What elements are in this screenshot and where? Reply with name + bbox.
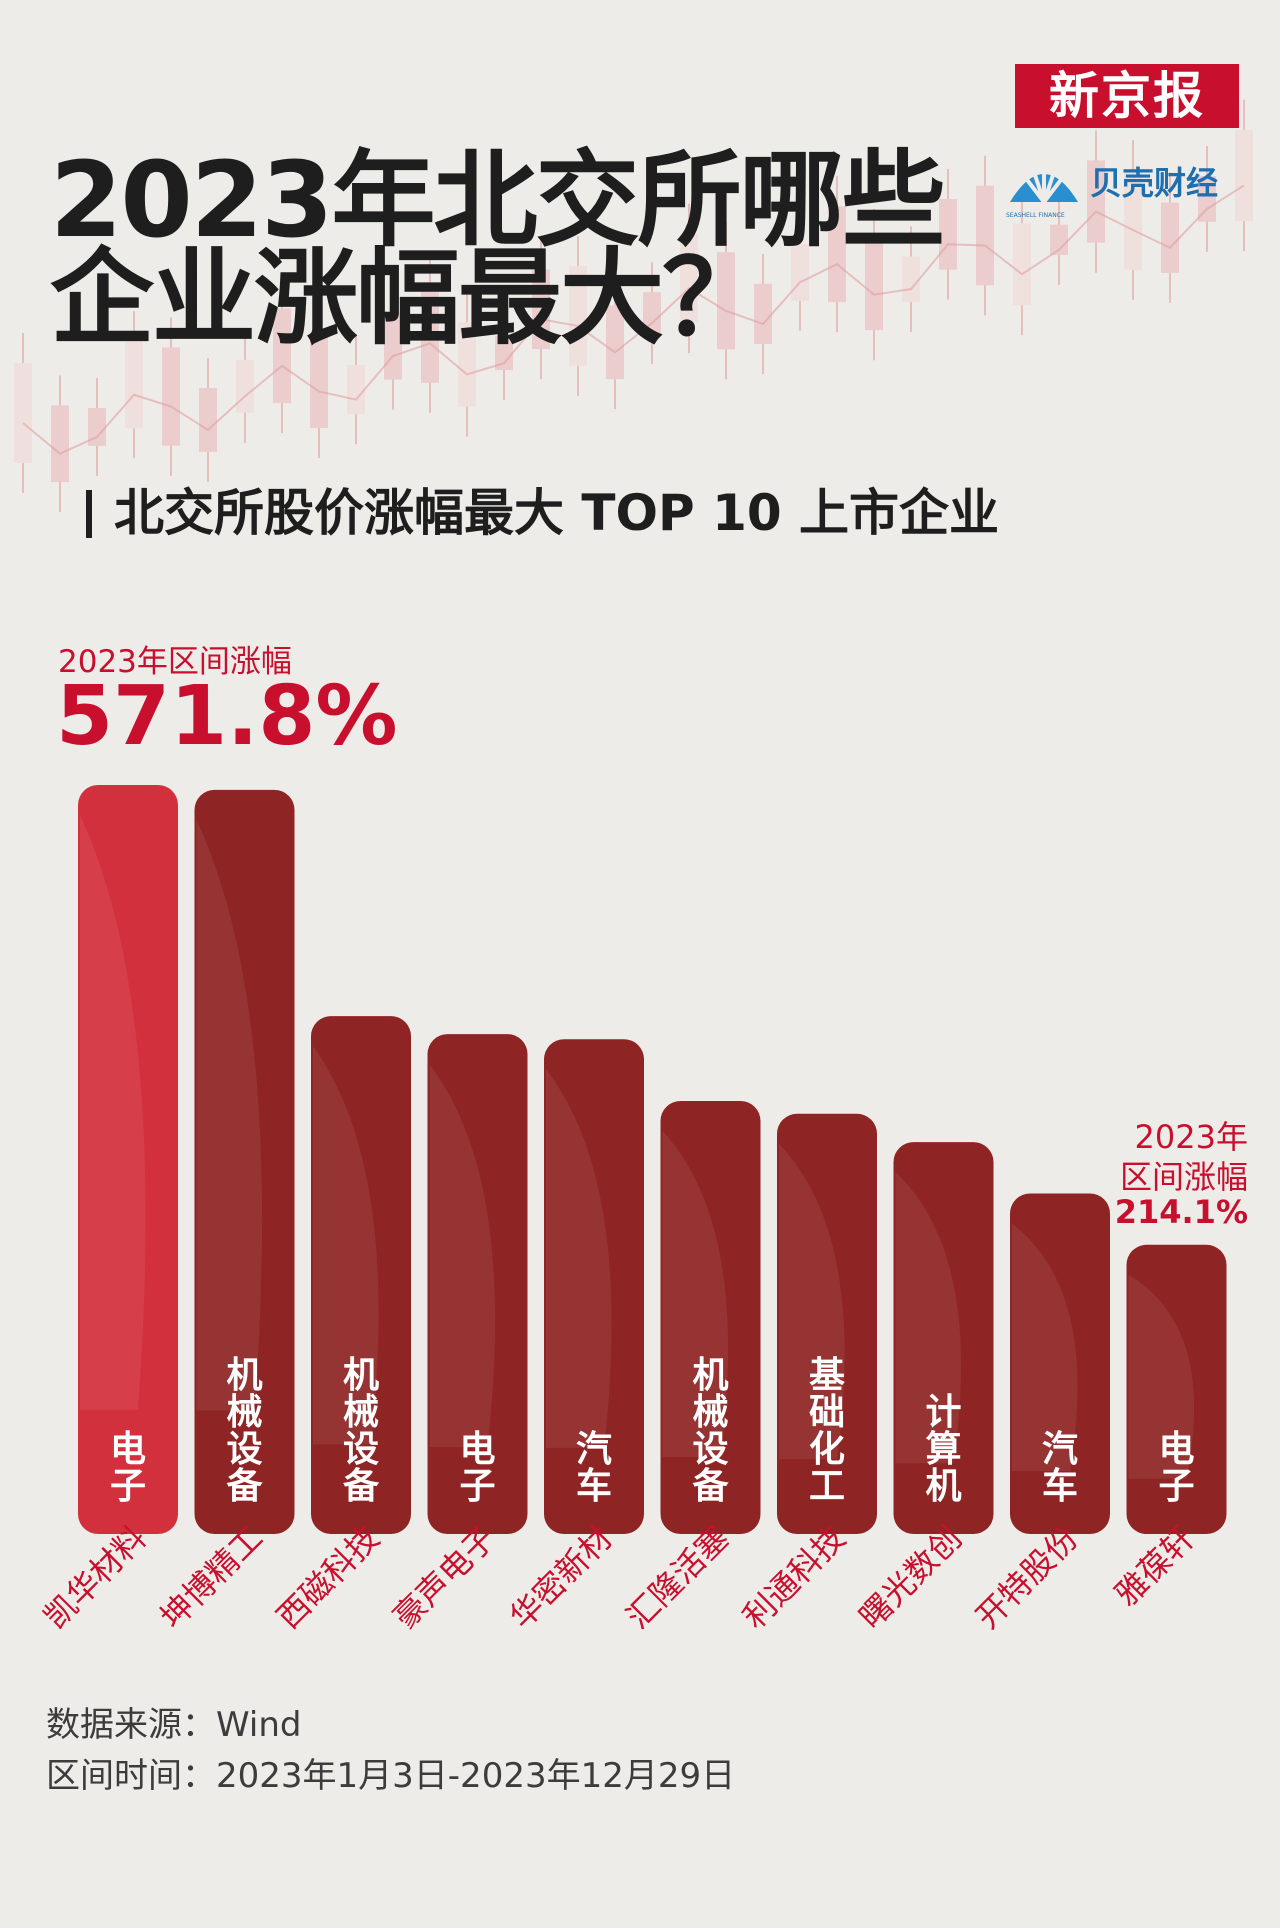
seashell-icon (1010, 157, 1078, 204)
candlestick (310, 304, 328, 458)
candlestick (199, 357, 217, 482)
bar (893, 1142, 994, 1534)
candlestick (14, 333, 32, 493)
subtitle-accent-bar (86, 490, 92, 538)
bar-industry-label: 汽车 (1042, 1429, 1078, 1507)
bar-highlight (546, 1069, 612, 1448)
candlestick (1013, 193, 1031, 336)
bar (194, 789, 295, 1534)
bar-highlight (1012, 1223, 1078, 1472)
bar (1010, 1193, 1110, 1534)
candlestick (643, 262, 661, 365)
candlestick (939, 168, 957, 300)
bar-industry-label: 电子 (459, 1429, 495, 1507)
page-title-line-1: 2023年北交所哪些 (50, 139, 945, 261)
candlestick (828, 176, 846, 333)
category-label: 凯华材料 (36, 1519, 153, 1636)
bar (311, 1016, 411, 1534)
max-value: 571.8% (56, 669, 398, 764)
category-label: 豪声电子 (386, 1519, 503, 1636)
bar-industry-label: 机械设备 (343, 1355, 380, 1507)
bar-industry-label: 电子 (110, 1429, 146, 1507)
bar-highlight (662, 1130, 729, 1458)
bar (544, 1039, 644, 1534)
candlestick (1161, 172, 1179, 303)
min-value-label-line1: 2023年 (1134, 1118, 1248, 1156)
candlestick (606, 275, 624, 410)
chart-subtitle: 北交所股价涨幅最大 TOP 10 上市企业 (114, 484, 1000, 542)
bar-industry-label: 汽车 (576, 1429, 612, 1507)
bar-chart: 电子凯华材料机械设备坤博精工机械设备西磁科技电子豪声电子汽车华密新材机械设备汇隆… (36, 785, 1227, 1636)
candlestick (569, 235, 587, 396)
bar-highlight (1128, 1274, 1195, 1479)
candlestick (680, 203, 698, 354)
bar-highlight (80, 815, 146, 1410)
category-label: 坤博精工 (153, 1519, 270, 1636)
candlestick (532, 239, 550, 380)
min-value: 214.1% (1114, 1193, 1248, 1231)
data-source: 数据来源：Wind (46, 1705, 302, 1745)
candlestick (754, 253, 772, 375)
candlestick (347, 334, 365, 445)
brand-logo: 新京报 (1015, 64, 1239, 128)
bar-industry-label: 基础化工 (809, 1355, 845, 1507)
bar (1126, 1244, 1227, 1534)
candlestick (421, 253, 439, 413)
category-label: 利通科技 (735, 1519, 852, 1636)
candlestick (88, 378, 106, 476)
bar-industry-label: 机械设备 (692, 1355, 729, 1507)
min-value-label-line2: 区间涨幅 (1119, 1158, 1248, 1196)
bar-highlight (779, 1143, 845, 1460)
candlestick (458, 292, 476, 437)
bar-highlight (313, 1046, 379, 1445)
sub-brand-english: SEASHELL FINANCE (1006, 212, 1065, 219)
data-period: 区间时间：2023年1月3日-2023年12月29日 (46, 1756, 736, 1796)
category-label: 开特股份 (968, 1519, 1085, 1636)
candlestick (1235, 99, 1253, 252)
page-title-line-2: 企业涨幅最大？ (50, 237, 766, 359)
candlestick (1087, 130, 1105, 273)
candlestick (162, 317, 180, 476)
bar-highlight (895, 1172, 962, 1464)
seashell-finance-logo: 贝壳财经 SEASHELL FINANCE (1004, 152, 1244, 219)
candlestick (1124, 140, 1142, 300)
bar-industry-label: 电子 (1158, 1429, 1194, 1507)
bar (777, 1113, 877, 1534)
sub-brand-name: 贝壳财经 (1090, 164, 1219, 202)
bar-industry-label: 机械设备 (226, 1355, 263, 1507)
category-label: 汇隆活塞 (619, 1519, 736, 1636)
bar-highlight (196, 819, 263, 1411)
category-label: 华密新材 (502, 1519, 619, 1636)
bar-highlight (429, 1064, 496, 1448)
candlestick (51, 375, 69, 513)
candlestick (495, 306, 513, 401)
candlestick (976, 155, 994, 316)
bar (78, 785, 178, 1534)
bar (427, 1034, 528, 1534)
candlestick (1198, 146, 1216, 252)
candlestick (125, 311, 143, 459)
candlestick (865, 208, 883, 361)
bar (660, 1100, 761, 1534)
candlestick (1050, 194, 1068, 285)
candlestick (717, 222, 735, 380)
candlestick (273, 278, 291, 434)
max-value-label: 2023年区间涨幅 (58, 644, 292, 680)
category-label: 曙光数创 (852, 1519, 969, 1636)
bar-industry-label: 计算机 (925, 1392, 961, 1507)
moving-average-line (22, 184, 1245, 455)
category-label: 西磁科技 (269, 1519, 386, 1636)
